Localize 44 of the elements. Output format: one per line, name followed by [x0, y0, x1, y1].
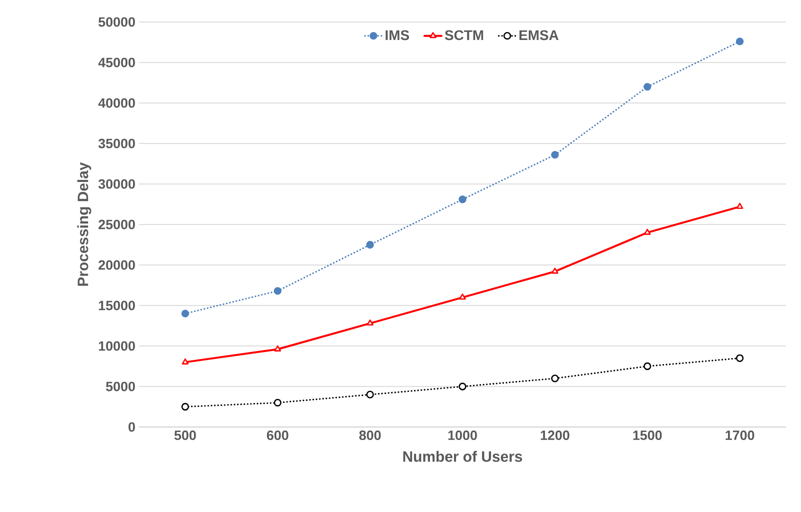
x-axis-title: Number of Users — [403, 450, 522, 462]
y-tick-label: 10000 — [98, 341, 135, 351]
y-tick-label: 30000 — [98, 179, 135, 189]
y-tick-label: 5000 — [106, 382, 135, 392]
x-tick-label: 500 — [174, 430, 196, 440]
legend-label: IMS — [386, 30, 410, 40]
point — [366, 390, 374, 398]
legend-label: SCTM — [444, 30, 484, 40]
y-tick-label: 25000 — [98, 220, 135, 230]
y-tick-label: 35000 — [98, 138, 135, 148]
point — [644, 228, 651, 235]
x-tick-label: 800 — [359, 430, 381, 440]
x-tick-label: 600 — [266, 430, 288, 440]
y-tick-label: 20000 — [98, 260, 135, 270]
point — [274, 345, 282, 352]
y-tick-label: 0 — [128, 422, 135, 432]
point — [736, 38, 744, 46]
point — [366, 319, 374, 326]
y-axis-title: Processing Delay — [77, 162, 92, 286]
y-tick-label: 45000 — [98, 58, 135, 68]
point — [551, 374, 559, 382]
point — [458, 382, 466, 390]
point — [644, 362, 652, 370]
point — [274, 398, 282, 407]
point — [736, 202, 744, 209]
x-tick-label: 1200 — [540, 430, 570, 440]
point — [458, 196, 466, 204]
point — [182, 358, 189, 364]
point — [552, 268, 558, 274]
point — [644, 82, 652, 91]
point — [181, 310, 190, 318]
y-tick-label: 50000 — [98, 17, 135, 27]
point — [736, 354, 744, 362]
x-tick-label: 1700 — [726, 430, 754, 440]
point — [274, 287, 282, 295]
point — [181, 402, 190, 411]
point — [366, 240, 374, 249]
point — [551, 151, 559, 159]
y-tick-label: 15000 — [98, 300, 135, 310]
y-tick-label: 40000 — [98, 98, 135, 108]
legend-label: EMSA — [519, 30, 558, 40]
x-tick-label: 1500 — [633, 430, 662, 440]
x-tick-label: 1000 — [448, 430, 477, 440]
point — [459, 294, 466, 300]
